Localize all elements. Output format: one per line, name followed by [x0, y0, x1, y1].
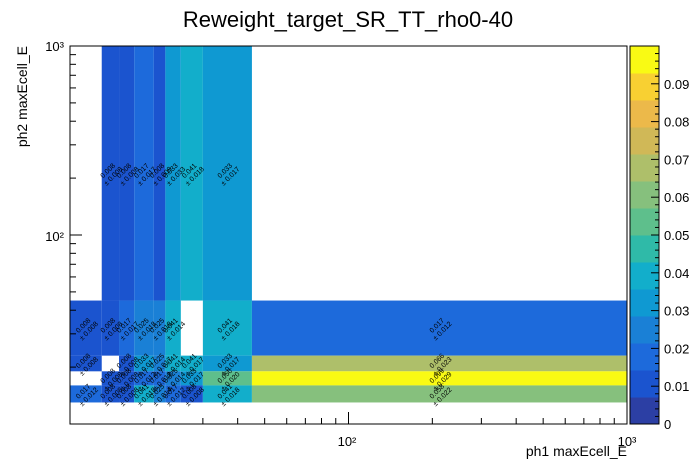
- color-scale-band: [630, 343, 659, 371]
- heatmap-cell: [165, 355, 181, 372]
- z-tick-label: 0.03: [664, 304, 689, 319]
- z-tick-label: 0.06: [664, 190, 689, 205]
- z-tick-label: 0.07: [664, 152, 689, 167]
- heatmap-cell: [119, 385, 135, 403]
- heatmap-cell: [202, 46, 252, 301]
- heatmap-cell: [134, 46, 154, 301]
- heatmap-cell: [134, 385, 154, 403]
- heatmap-cell: [180, 46, 203, 301]
- color-scale-band: [630, 181, 659, 209]
- color-scale-band: [630, 127, 659, 155]
- cells-layer: [70, 46, 627, 403]
- y-tick-label-1000: 10³: [45, 39, 64, 54]
- heatmap-cell: [153, 371, 166, 386]
- heatmap-cell: [202, 300, 252, 356]
- color-scale-ticks: 0 0.01 0.02 0.03 0.04 0.05 0.06 0.07 0.08 0.09: [651, 53, 689, 432]
- heatmap-cell: [101, 300, 120, 356]
- color-scale-band: [630, 73, 659, 101]
- heatmap-cell: [180, 371, 203, 386]
- heatmap-cell: [251, 300, 627, 356]
- heatmap-cell: [165, 371, 181, 386]
- color-scale-band: [630, 154, 659, 182]
- heatmap-cell: [119, 300, 135, 356]
- x-axis-label: ph1 maxEcell_E: [526, 443, 627, 459]
- z-tick-label: 0.09: [664, 77, 689, 92]
- axis-ticks: [69, 45, 628, 425]
- z-tick-label: 0.02: [664, 341, 689, 356]
- heatmap-cell: [153, 300, 166, 356]
- heatmap-cell: [165, 385, 181, 403]
- heatmap-cell: [101, 385, 120, 403]
- z-tick-label: 0.05: [664, 228, 689, 243]
- heatmap-cell: [70, 355, 102, 372]
- chart-title: Reweight_target_SR_TT_rho0-40: [183, 7, 513, 32]
- heatmap-cell: [134, 300, 154, 356]
- x-tick-label-100: 10²: [338, 434, 357, 449]
- heatmap-cell: [165, 46, 181, 301]
- y-tick-label-100: 10²: [45, 229, 64, 244]
- color-scale-band: [630, 262, 659, 290]
- heatmap-cell: [153, 355, 166, 372]
- heatmap-cell: [202, 371, 252, 386]
- y-axis-label: ph2 maxEcell_E: [14, 46, 30, 147]
- x-tick-label-1000: 10³: [618, 434, 637, 449]
- color-scale-band: [630, 397, 659, 425]
- heatmap-cell: [251, 371, 627, 386]
- color-scale-band: [630, 235, 659, 263]
- heatmap-cell: [153, 46, 166, 301]
- z-tick-label: 0.01: [664, 379, 689, 394]
- heatmap-cell: [251, 355, 627, 372]
- color-scale-band: [630, 289, 659, 317]
- color-scale-band: [630, 370, 659, 398]
- heatmap-cell: [153, 385, 166, 403]
- heatmap-cell: [180, 355, 203, 372]
- color-scale-band: [630, 316, 659, 344]
- heatmap-cell: [134, 371, 154, 386]
- heatmap-cell: [165, 300, 181, 356]
- heatmap-cell: [134, 355, 154, 372]
- heatmap-cell: [101, 371, 120, 386]
- heatmap-cell: [180, 385, 203, 403]
- heatmap-cell: [251, 385, 627, 403]
- heatmap-cell: [101, 46, 120, 301]
- color-scale-band: [630, 100, 659, 128]
- cell-value-label: 0.017± 0.012: [73, 381, 100, 408]
- heatmap-cell: [202, 355, 252, 372]
- color-scale-band: [630, 208, 659, 236]
- heatmap-cell: [70, 385, 102, 403]
- z-tick-label: 0: [664, 417, 671, 432]
- heatmap-cell: [202, 385, 252, 403]
- color-scale-bar: [630, 46, 659, 425]
- z-tick-label: 0.08: [664, 115, 689, 130]
- heatmap-cell: [119, 371, 135, 386]
- heatmap-cell: [119, 46, 135, 301]
- color-scale-band: [630, 46, 659, 74]
- heatmap-cell: [119, 355, 135, 372]
- z-tick-label: 0.04: [664, 266, 689, 281]
